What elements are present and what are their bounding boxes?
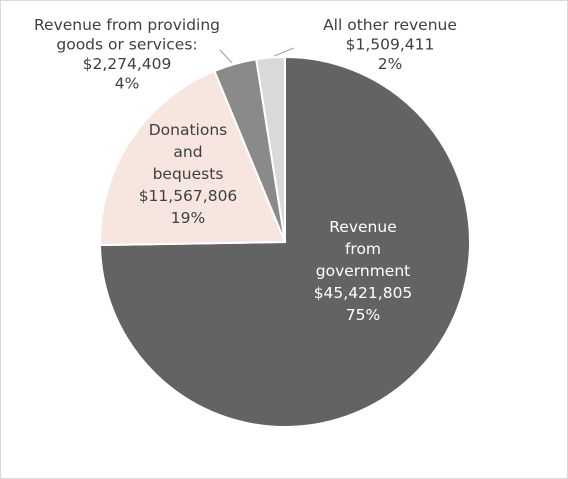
slice-label-text: Revenue from providing — [34, 16, 220, 34]
pie-slice-revenue-from-government — [99, 55, 471, 428]
pie-slice-donations-and-bequests — [99, 69, 287, 247]
data-label-donations-and-bequests: Donations and bequests $11,567,806 19% — [139, 121, 238, 227]
slice-percent-text: 75% — [346, 306, 380, 324]
slice-label-text: from — [345, 240, 381, 258]
leader-line-all-other-revenue — [273, 47, 295, 57]
slice-label-text: Donations — [149, 121, 228, 139]
data-label-revenue-from-providing-goods-or-services: Revenue from providing goods or services:… — [34, 16, 220, 93]
slice-percent-text: 19% — [171, 209, 205, 227]
slice-label-text: All other revenue — [323, 16, 457, 34]
slice-value-text: $2,274,409 — [83, 55, 172, 73]
slice-value-text: $11,567,806 — [139, 187, 238, 205]
slice-label-text: goods or services: — [56, 36, 197, 54]
leader-line-revenue-from-providing-goods-or-services — [219, 49, 233, 64]
slice-label-text: government — [316, 262, 411, 280]
slice-label-text: Revenue — [329, 218, 397, 236]
slice-label-text: and — [173, 143, 202, 161]
data-label-revenue-from-government: Revenue from government $45,421,805 75% — [314, 218, 413, 324]
slice-value-text: $45,421,805 — [314, 284, 413, 302]
pie-slice-all-other-revenue — [255, 55, 286, 243]
slice-label-text: bequests — [153, 165, 224, 183]
slice-percent-text: 4% — [115, 75, 140, 93]
slice-value-text: $1,509,411 — [346, 36, 435, 54]
slice-percent-text: 2% — [378, 55, 403, 73]
